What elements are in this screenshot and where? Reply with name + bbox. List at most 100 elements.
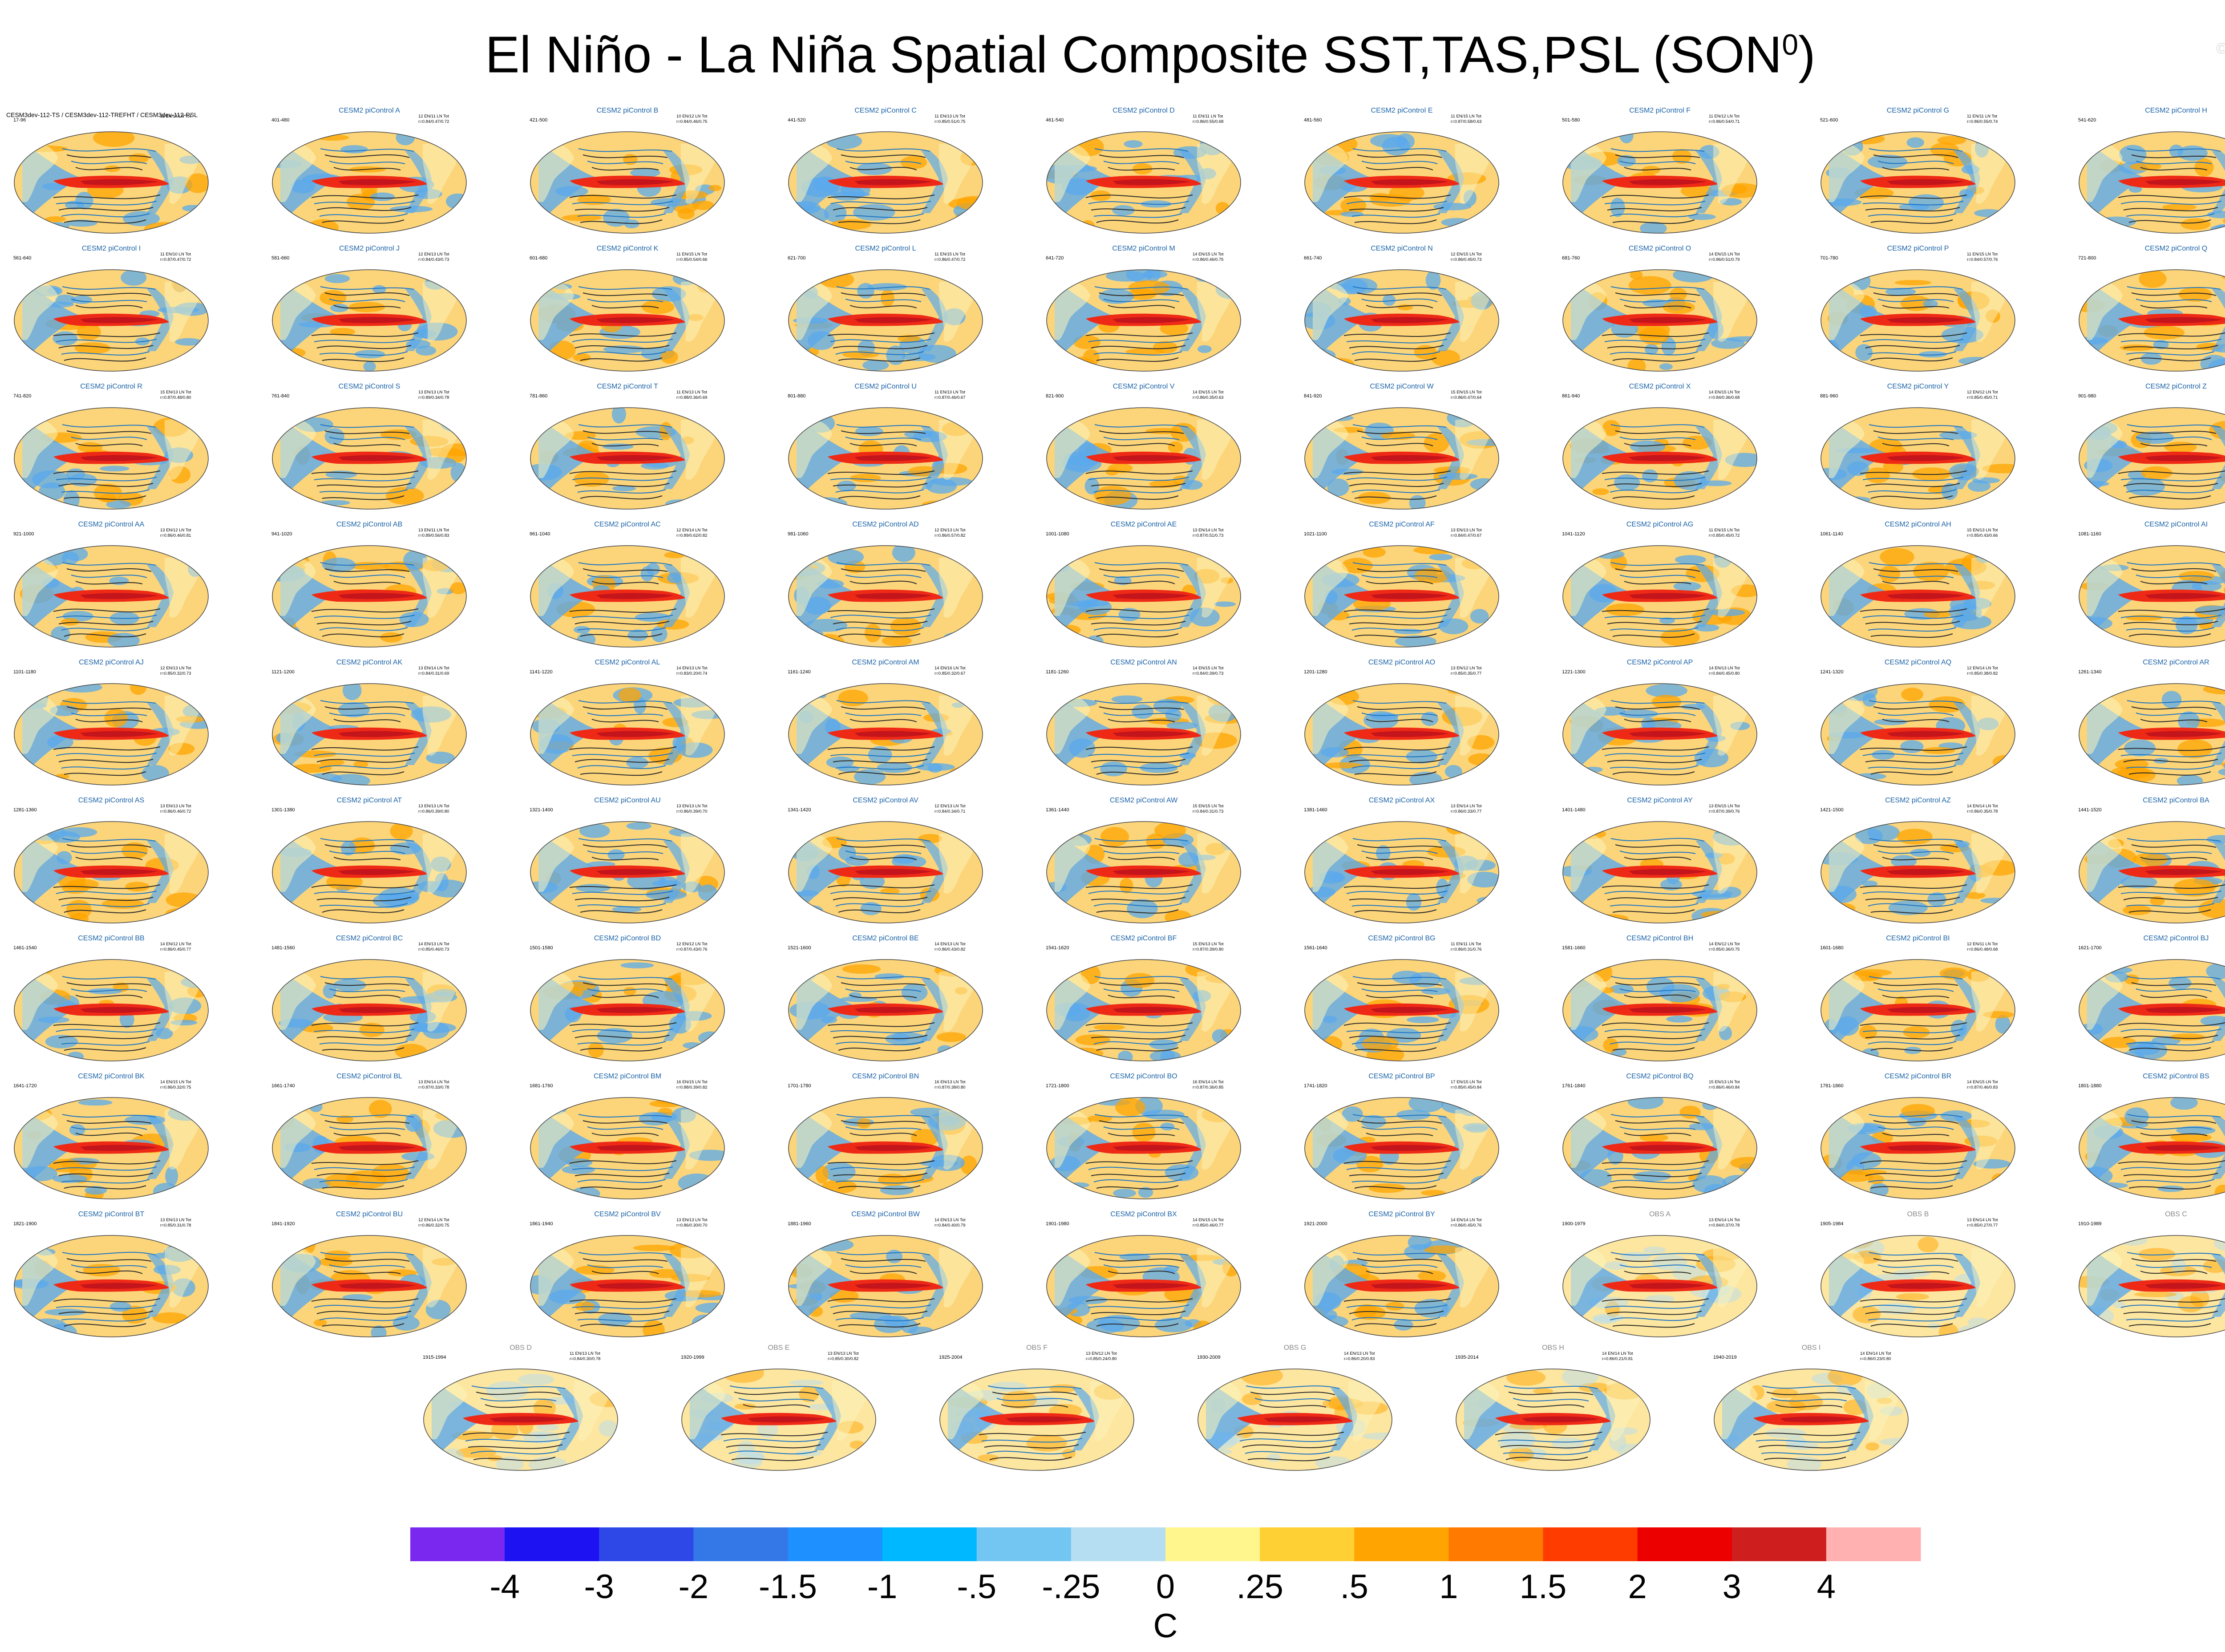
composite-map [1197, 1369, 1392, 1471]
composite-map [1820, 821, 2015, 923]
colorbar-swatch [1731, 1527, 1827, 1561]
panel-stat-line: 14 EN/15 LN Tot [1193, 390, 1224, 395]
anomaly-patch [1855, 344, 1873, 361]
psl-contour [850, 1133, 917, 1136]
psl-contour [1093, 765, 1182, 769]
psl-contour [835, 351, 924, 355]
panel-stat-line: 13 EN/14 LN Tot [1967, 1218, 1998, 1223]
psl-contour [577, 903, 666, 908]
panel-title: CESM2 piControl Z [2145, 383, 2207, 390]
psl-contour [56, 1304, 157, 1309]
map-outline [530, 407, 725, 510]
psl-contour [833, 1311, 928, 1315]
psl-contour [75, 581, 143, 585]
psl-contour [833, 621, 928, 625]
psl-contour [1868, 1179, 1957, 1183]
map-outline [1820, 545, 2015, 648]
anomaly-patch [1472, 1049, 1489, 1057]
psl-contour [1624, 1133, 1691, 1136]
psl-contour [1103, 161, 1180, 164]
psl-contour [2126, 1317, 2215, 1322]
psl-contour [316, 483, 412, 488]
psl-contour [64, 1185, 146, 1190]
panel-years: 1441-1520 [2078, 807, 2102, 813]
anomaly-patch [45, 1035, 78, 1049]
psl-contour [311, 1160, 419, 1165]
anomaly-patch [342, 1294, 373, 1301]
land-eurasia [681, 971, 716, 1032]
anomaly-patch [640, 566, 654, 582]
psl-contour [836, 562, 930, 566]
panel-stats: 13 EN/13 LN Tot r=0.86/0.39/0.70 [676, 804, 729, 814]
land-americas [1829, 832, 1865, 892]
anomaly-patch [380, 632, 402, 643]
anomaly-patch [390, 822, 413, 840]
psl-contour [1093, 489, 1182, 494]
panel-stat-line: r=0.84/0.36/0.68 [1709, 395, 1740, 400]
psl-contour [1868, 765, 1957, 770]
land-eurasia [1455, 1109, 1491, 1170]
panel-stat-line: r=0.84/0.31/0.73 [1193, 809, 1224, 814]
psl-contour [1610, 627, 1699, 632]
anomaly-patch [1927, 1323, 1940, 1329]
psl-contour [830, 477, 931, 482]
psl-contour [1096, 495, 1179, 500]
map-outline [14, 683, 209, 786]
anomaly-patch [1848, 1329, 1862, 1337]
anomaly-patch [850, 474, 881, 482]
warm-core [1629, 1283, 1707, 1289]
psl-contour [319, 765, 408, 769]
warm-core [80, 1145, 158, 1151]
anomaly-patch [1666, 1016, 1693, 1023]
panel-title: CESM2 piControl BA [2143, 797, 2209, 804]
map-panel: CESM2 piControl AE 1001-1080 13 EN/14 LN T… [1041, 521, 1246, 650]
psl-contour [1624, 581, 1691, 585]
psl-contour [1604, 477, 1706, 481]
psl-contour [1607, 759, 1702, 763]
psl-contour [578, 424, 672, 428]
warm-core [338, 455, 416, 461]
psl-contour [1088, 477, 1189, 481]
map-outline [1304, 683, 1499, 786]
panel-title: CESM2 piControl F [1629, 107, 1691, 114]
panel-stat-line: r=0.85/0.54/0.66 [676, 257, 708, 262]
panel-years: 1381-1460 [1304, 807, 1327, 813]
composite-map [423, 1369, 618, 1471]
panel-stat-line: r=0.86/0.30/0.70 [676, 1223, 708, 1228]
anomaly-patch [1396, 1109, 1431, 1120]
panel-title: CESM2 piControl X [1629, 383, 1691, 390]
anomaly-patch [2139, 270, 2167, 288]
composite-map [1304, 1097, 1499, 1199]
land-eurasia [681, 143, 716, 204]
panel-stat-line: 14 EN/13 LN Tot [934, 942, 966, 947]
map-panel: CESM2 piControl AY 1401-1480 13 EN/15 LN T… [1558, 797, 1762, 926]
panel-stat-line: r=0.84/0.34/0.71 [934, 809, 966, 814]
psl-contour [1099, 292, 1184, 296]
anomaly-patch [491, 1420, 519, 1440]
anomaly-patch [2206, 963, 2225, 980]
psl-contour [329, 574, 405, 578]
anomaly-patch [368, 1100, 392, 1118]
anomaly-patch [709, 1326, 723, 1337]
psl-contour [1870, 1185, 1953, 1190]
psl-contour [1619, 1126, 1696, 1130]
composite-map [1562, 1097, 1757, 1199]
anomaly-patch [1673, 581, 1701, 591]
psl-contour [75, 443, 143, 446]
panel-title: CESM2 piControl K [596, 245, 659, 252]
psl-contour [1099, 706, 1184, 710]
psl-contour [2140, 305, 2208, 309]
anomaly-patch [1408, 1235, 1432, 1250]
psl-contour [836, 976, 930, 980]
anomaly-patch [1974, 221, 2015, 228]
anomaly-patch [104, 709, 128, 728]
psl-contour [1870, 633, 1953, 638]
psl-contour [583, 430, 668, 434]
anomaly-patch [19, 1323, 32, 1337]
land-americas [2087, 556, 2123, 616]
psl-contour [1868, 903, 1957, 907]
warm-core [1112, 179, 1190, 185]
psl-contour [2136, 299, 2212, 302]
land-americas [538, 280, 574, 340]
psl-contour [1766, 1392, 1852, 1395]
